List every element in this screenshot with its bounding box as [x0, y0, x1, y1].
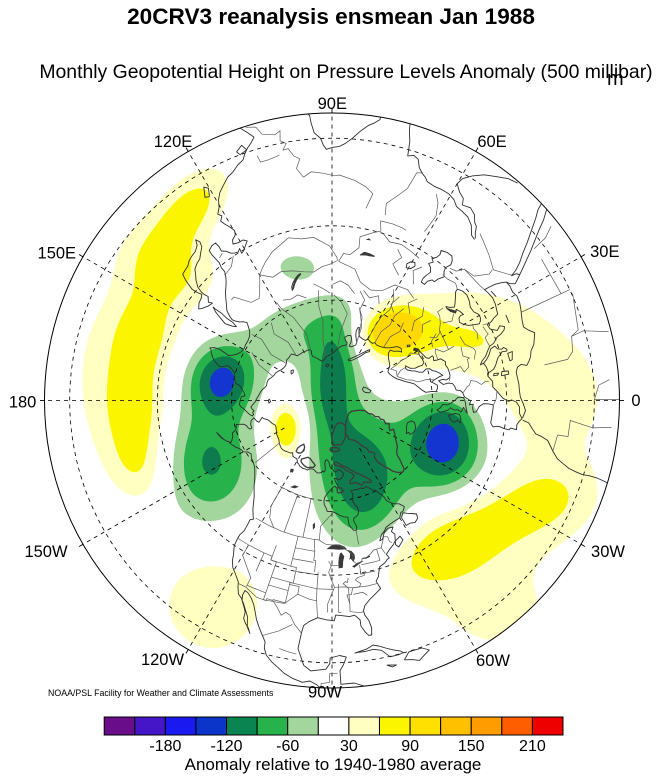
svg-text:180: 180: [9, 394, 37, 412]
svg-text:150: 150: [458, 738, 485, 755]
svg-text:Monthly Geopotential Height on: Monthly Geopotential Height on Pressure …: [39, 61, 652, 83]
svg-text:150W: 150W: [24, 543, 68, 561]
svg-text:90E: 90E: [318, 95, 347, 113]
svg-text:-60: -60: [276, 738, 299, 755]
svg-text:0: 0: [631, 392, 640, 410]
svg-text:60E: 60E: [477, 133, 506, 151]
svg-text:120W: 120W: [141, 651, 185, 669]
svg-text:m: m: [607, 68, 624, 90]
svg-text:Anomaly relative to 1940-1980: Anomaly relative to 1940-1980 average: [185, 755, 482, 774]
svg-text:90: 90: [401, 738, 419, 755]
svg-text:90W: 90W: [308, 684, 342, 702]
svg-text:30E: 30E: [590, 243, 619, 261]
svg-text:210: 210: [519, 738, 546, 755]
svg-text:120E: 120E: [154, 133, 193, 151]
svg-text:20CRV3 reanalysis ensmean Jan: 20CRV3 reanalysis ensmean Jan 1988: [127, 4, 535, 29]
svg-text:30W: 30W: [591, 543, 625, 561]
svg-text:150E: 150E: [38, 245, 77, 263]
svg-text:-120: -120: [210, 738, 242, 755]
svg-text:30: 30: [340, 738, 358, 755]
svg-text:NOAA/PSL Facility for Weather: NOAA/PSL Facility for Weather and Climat…: [48, 688, 274, 698]
svg-text:-180: -180: [149, 738, 181, 755]
svg-text:60W: 60W: [476, 652, 510, 670]
